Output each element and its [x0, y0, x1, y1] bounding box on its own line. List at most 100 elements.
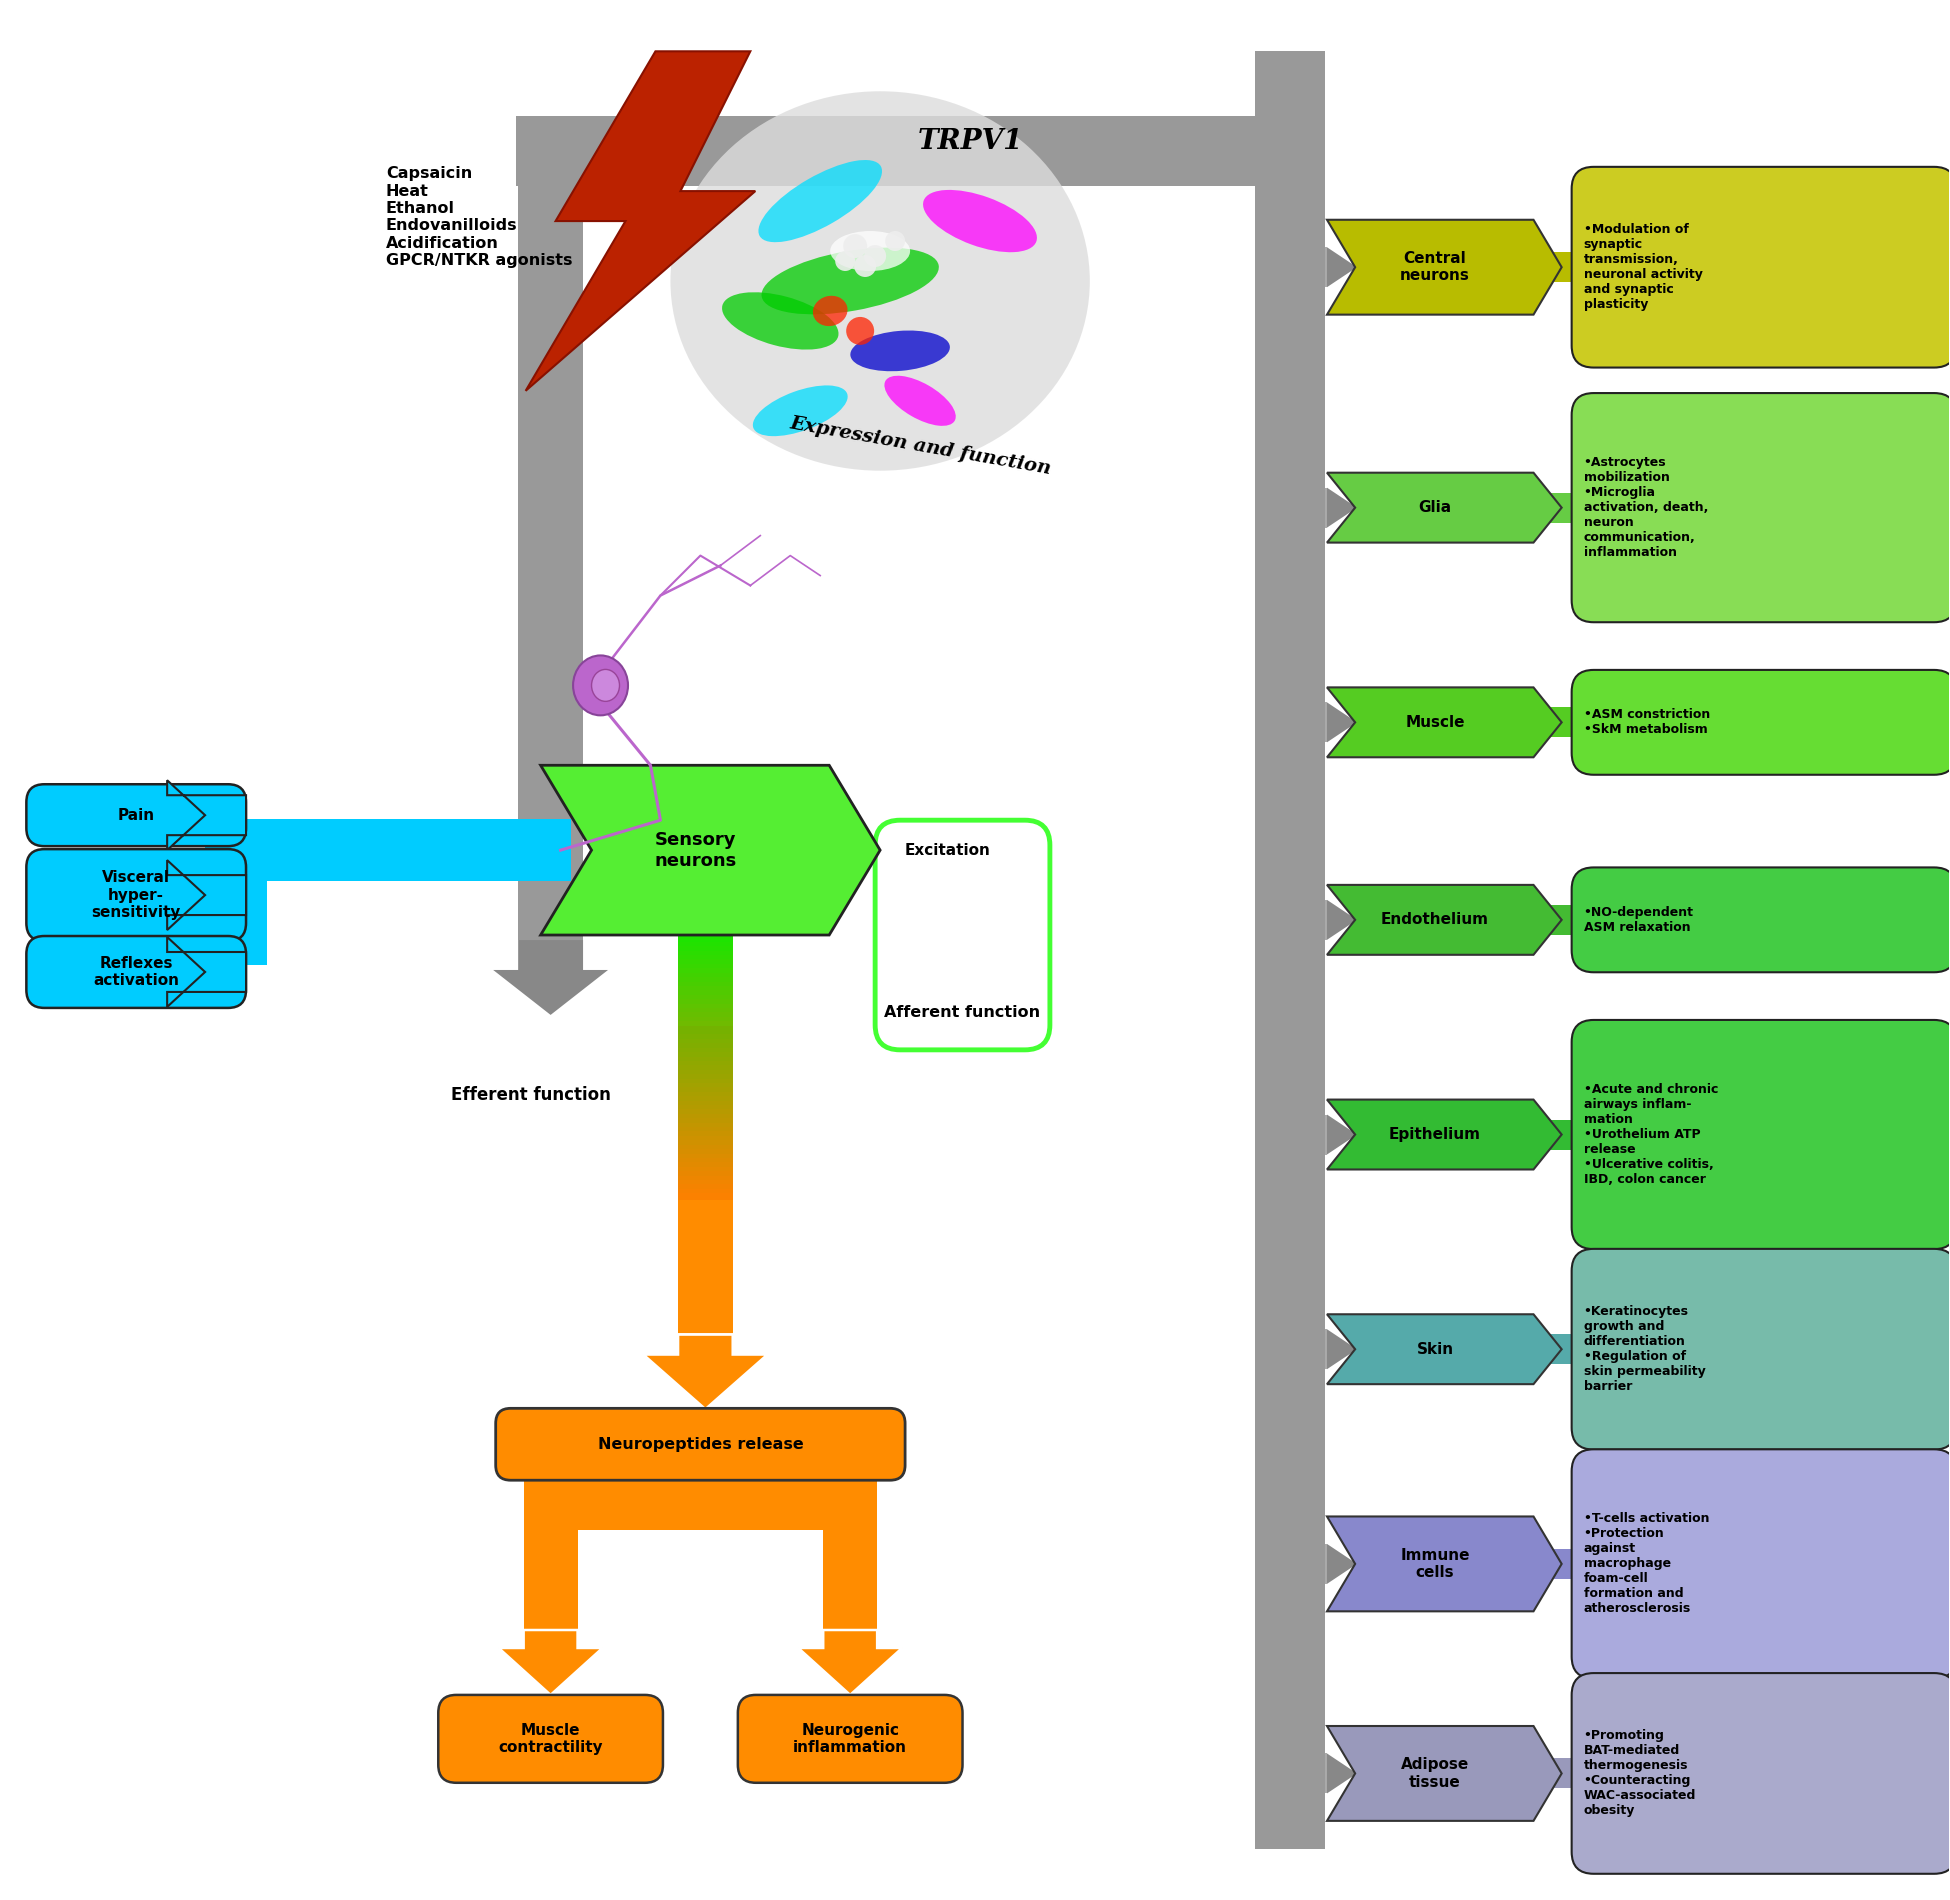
Ellipse shape — [885, 376, 956, 426]
Bar — [519, 116, 583, 940]
Polygon shape — [1572, 492, 1591, 522]
Bar — [679, 1180, 733, 1186]
Polygon shape — [1328, 1315, 1562, 1385]
Bar — [679, 977, 733, 984]
Polygon shape — [1328, 488, 1357, 528]
Bar — [679, 1106, 733, 1112]
Polygon shape — [1328, 247, 1357, 287]
Bar — [515, 116, 1289, 186]
Ellipse shape — [573, 656, 628, 714]
Polygon shape — [1328, 688, 1562, 758]
Bar — [679, 1153, 733, 1159]
Polygon shape — [1572, 1548, 1591, 1579]
Bar — [679, 1136, 733, 1142]
FancyBboxPatch shape — [495, 1408, 905, 1480]
Circle shape — [854, 255, 876, 277]
Text: TRPV1: TRPV1 — [916, 127, 1022, 154]
Polygon shape — [1572, 1119, 1591, 1150]
Polygon shape — [1572, 1334, 1591, 1364]
Bar — [679, 956, 733, 961]
Bar — [679, 1150, 733, 1155]
Bar — [679, 1053, 733, 1058]
Polygon shape — [168, 781, 246, 849]
Bar — [679, 1170, 733, 1178]
Bar — [1531, 707, 1572, 737]
Polygon shape — [540, 766, 879, 935]
FancyBboxPatch shape — [737, 1695, 963, 1782]
Bar — [679, 1199, 733, 1334]
Text: Efferent function: Efferent function — [450, 1085, 610, 1104]
Bar — [679, 1056, 733, 1062]
Polygon shape — [644, 1334, 768, 1410]
Text: Excitation: Excitation — [905, 842, 991, 857]
Text: Visceral
hyper-
sensitivity: Visceral hyper- sensitivity — [92, 870, 181, 920]
Bar — [679, 1030, 733, 1037]
Bar — [1324, 1330, 1328, 1370]
Polygon shape — [1328, 1516, 1562, 1611]
Polygon shape — [1328, 220, 1562, 315]
Bar — [679, 942, 733, 948]
FancyBboxPatch shape — [876, 821, 1049, 1051]
Bar — [679, 933, 733, 939]
Bar — [679, 990, 733, 998]
Bar — [679, 1039, 733, 1045]
Bar — [679, 982, 733, 988]
FancyBboxPatch shape — [1572, 1248, 1950, 1450]
Text: Adipose
tissue: Adipose tissue — [1400, 1758, 1468, 1790]
Text: Skin: Skin — [1416, 1341, 1453, 1357]
Text: Expression and function: Expression and function — [788, 414, 1053, 477]
Bar — [679, 1087, 733, 1094]
FancyBboxPatch shape — [27, 849, 246, 940]
FancyBboxPatch shape — [1572, 1020, 1950, 1248]
Bar — [679, 1092, 733, 1098]
Bar — [679, 999, 733, 1005]
Polygon shape — [1328, 901, 1357, 940]
Ellipse shape — [759, 160, 881, 241]
Polygon shape — [1328, 1100, 1562, 1170]
Text: •Promoting
BAT-mediated
thermogenesis
•Counteracting
WAC-associated
obesity: •Promoting BAT-mediated thermogenesis •C… — [1583, 1729, 1696, 1818]
Bar — [679, 1167, 733, 1172]
Bar — [679, 1140, 733, 1148]
Text: Afferent function: Afferent function — [885, 1005, 1041, 1020]
FancyBboxPatch shape — [27, 785, 246, 846]
Bar — [679, 1034, 733, 1041]
Circle shape — [864, 245, 885, 268]
Bar — [679, 1100, 733, 1108]
Circle shape — [835, 251, 856, 272]
Bar — [1324, 488, 1328, 528]
Text: •Astrocytes
mobilization
•Microglia
activation, death,
neuron
communication,
inf: •Astrocytes mobilization •Microglia acti… — [1583, 456, 1708, 559]
Bar — [679, 1060, 733, 1068]
Polygon shape — [1572, 1759, 1591, 1788]
Text: Epithelium: Epithelium — [1388, 1127, 1480, 1142]
Bar — [679, 969, 733, 975]
Ellipse shape — [753, 386, 848, 437]
Polygon shape — [1328, 885, 1562, 956]
Polygon shape — [1572, 707, 1591, 737]
Bar — [679, 1189, 733, 1195]
Bar — [679, 1184, 733, 1191]
Bar — [679, 1043, 733, 1049]
Polygon shape — [493, 940, 608, 1015]
Circle shape — [885, 232, 905, 251]
Polygon shape — [1328, 1725, 1562, 1820]
FancyBboxPatch shape — [1572, 868, 1950, 973]
FancyBboxPatch shape — [439, 1695, 663, 1782]
Bar — [679, 1009, 733, 1015]
Bar — [679, 1047, 733, 1054]
Ellipse shape — [591, 669, 620, 701]
Bar — [679, 1132, 733, 1138]
Text: Neurogenic
inflammation: Neurogenic inflammation — [794, 1723, 907, 1756]
Polygon shape — [1328, 703, 1357, 743]
Text: •Acute and chronic
airways inflam-
mation
•Urothelium ATP
release
•Ulcerative co: •Acute and chronic airways inflam- matio… — [1583, 1083, 1718, 1186]
Ellipse shape — [813, 296, 848, 327]
Bar — [679, 1193, 733, 1199]
Bar — [1324, 247, 1328, 287]
Ellipse shape — [762, 247, 938, 314]
Text: Capsaicin
Heat
Ethanol
Endovanilloids
Acidification
GPCR/NTKR agonists: Capsaicin Heat Ethanol Endovanilloids Ac… — [386, 165, 573, 268]
Bar — [679, 1110, 733, 1115]
Bar — [1531, 492, 1572, 522]
Polygon shape — [168, 937, 246, 1007]
Text: •T-cells activation
•Protection
against
macrophage
foam-cell
formation and
ather: •T-cells activation •Protection against … — [1583, 1512, 1708, 1615]
Bar — [525, 1480, 878, 1530]
Bar — [679, 1096, 733, 1102]
